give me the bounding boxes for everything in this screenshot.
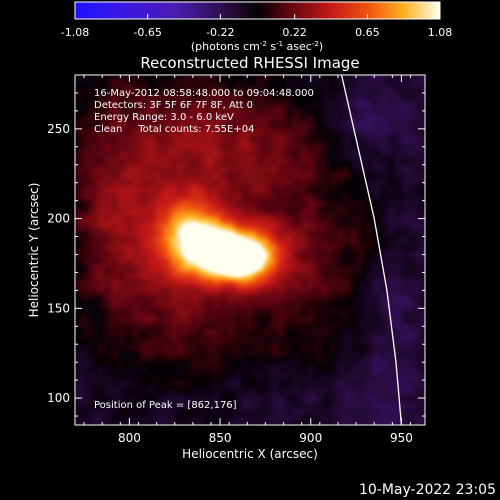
x-tick-label: 900 <box>299 431 322 445</box>
colorbar-tick-label: 0.65 <box>355 26 380 39</box>
y-tick-label: 100 <box>47 391 70 405</box>
annotation-energy: Energy Range: 3.0 - 6.0 keV <box>94 112 234 123</box>
x-axis-ticks: 800 850 900 950 <box>83 75 413 445</box>
chart-title: Reconstructed RHESSI Image <box>140 54 359 72</box>
x-tick-label: 800 <box>118 431 141 445</box>
plot-frame <box>74 74 426 426</box>
colorbar: -1.08 -0.65 -0.22 0.22 0.65 1.08 (photons cm-… <box>61 1 452 53</box>
y-tick-label: 200 <box>47 212 70 226</box>
x-tick-label: 850 <box>209 431 232 445</box>
annotation-detectors: Detectors: 3F 5F 6F 7F 8F, Att 0 <box>94 100 253 111</box>
y-axis-ticks: 100 150 200 250 <box>47 74 425 417</box>
y-axis-label: Heliocentric Y (arcsec) <box>27 183 41 318</box>
y-tick-label: 150 <box>47 301 70 315</box>
x-axis-label: Heliocentric X (arcsec) <box>182 447 318 461</box>
solar-limb-curve <box>340 75 403 425</box>
heatmap-image <box>75 75 425 425</box>
colorbar-gradient <box>74 1 441 20</box>
y-tick-label: 250 <box>47 122 70 136</box>
colorbar-tick-label: 1.08 <box>428 26 453 39</box>
x-tick-label: 950 <box>390 431 413 445</box>
colorbar-ticks: -1.08 -0.65 -0.22 0.22 0.65 1.08 <box>61 14 452 39</box>
colorbar-tick-label: -1.08 <box>61 26 89 39</box>
peak-position-label: Position of Peak = [862,176] <box>94 400 237 411</box>
colorbar-tick-label: -0.22 <box>206 26 234 39</box>
colorbar-unit-label: (photons cm-2 s-1 asec-2) <box>191 40 323 53</box>
annotation-counts: Clean Total counts: 7.55E+04 <box>94 124 254 135</box>
colorbar-tick-label: 0.22 <box>282 26 307 39</box>
colorbar-tick-label: -0.65 <box>133 26 161 39</box>
annotations: 16-May-2012 08:58:48.000 to 09:04:48.000… <box>94 88 314 411</box>
footer-date: 10-May-2022 23:05 <box>359 482 496 498</box>
annotation-time: 16-May-2012 08:58:48.000 to 09:04:48.000 <box>94 88 314 99</box>
